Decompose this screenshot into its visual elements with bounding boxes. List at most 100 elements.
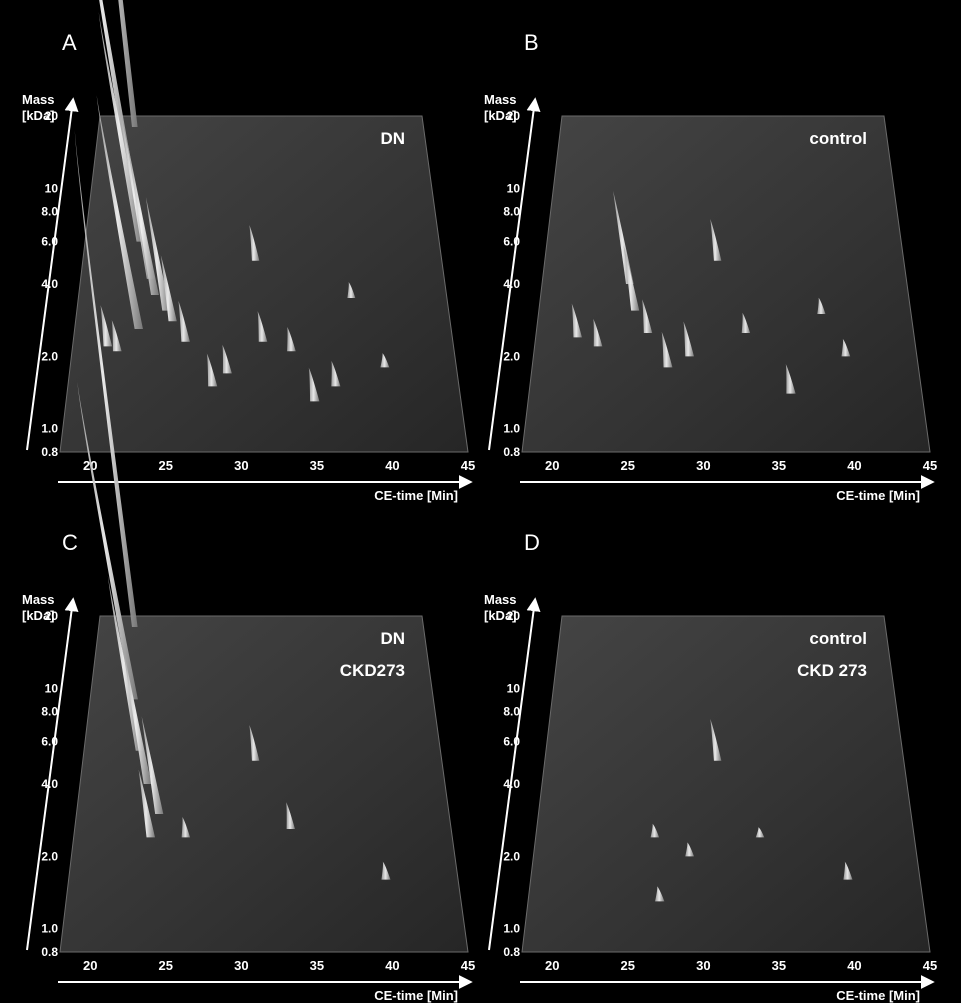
time-tick: 25 <box>621 458 635 473</box>
peak <box>206 353 218 387</box>
mass-tick: 8.0 <box>41 705 58 719</box>
mass-tick: 8.0 <box>41 205 58 219</box>
mass-tick: 6.0 <box>41 735 58 749</box>
panel-letter: D <box>524 530 540 555</box>
time-tick: 20 <box>83 958 97 973</box>
peak <box>111 320 122 352</box>
time-tick: 40 <box>385 958 399 973</box>
panel-d: D Mass [kDa] 0.8 1.0 2.0 4.0 6.0 8.0 10 20 20 25 30 35… <box>484 530 937 1003</box>
peak <box>178 300 190 342</box>
group-label: DN <box>380 129 405 148</box>
peak <box>100 305 113 347</box>
time-tick: 20 <box>545 458 559 473</box>
peak <box>623 245 640 311</box>
panel-b: B Mass [kDa] 0.8 1.0 2.0 4.0 6.0 8.0 10 20 20 25 30 35… <box>484 30 937 503</box>
mass-tick: 10 <box>45 681 59 695</box>
mass-axis-arrow <box>488 97 541 451</box>
mass-tick: 1.0 <box>503 922 520 936</box>
time-tick: 35 <box>772 958 786 973</box>
mass-tick: 6.0 <box>41 235 58 249</box>
mass-axis-title: Mass [kDa] <box>22 592 55 623</box>
peak <box>843 861 853 880</box>
time-tick: 30 <box>234 458 248 473</box>
time-tick: 45 <box>923 958 937 973</box>
peak <box>571 303 582 338</box>
mass-tick: 6.0 <box>503 235 520 249</box>
mass-tick: 1.0 <box>41 922 58 936</box>
mass-tick: 10 <box>507 681 521 695</box>
peak <box>285 802 295 829</box>
mass-tick: 10 <box>45 181 59 195</box>
mass-axis-title: Mass [kDa] <box>22 92 55 123</box>
time-tick: 30 <box>234 958 248 973</box>
time-tick: 45 <box>461 958 475 973</box>
group-label: DN <box>380 629 405 648</box>
peak <box>138 769 156 838</box>
time-tick: 45 <box>923 458 937 473</box>
plot-plane <box>59 115 469 453</box>
mass-axis-arrow <box>488 597 541 951</box>
peak <box>741 312 751 334</box>
mass-tick: 4.0 <box>41 777 58 791</box>
peaks <box>96 0 390 402</box>
time-tick: 20 <box>545 958 559 973</box>
mass-tick: 10 <box>507 181 521 195</box>
panel-letter: C <box>62 530 78 555</box>
panel-c: C Mass [kDa] 0.8 1.0 2.0 4.0 6.0 8.0 10 20 20 25 30 35… <box>22 130 475 1003</box>
group-label: control <box>809 129 867 148</box>
mass-tick: 4.0 <box>503 277 520 291</box>
peak <box>287 327 296 352</box>
mass-tick: 20 <box>45 609 59 623</box>
mass-tick: 1.0 <box>503 422 520 436</box>
peak <box>685 842 694 857</box>
peak <box>650 823 660 838</box>
time-axis-title: CE-time [Min] <box>836 488 920 503</box>
mass-tick: 6.0 <box>503 735 520 749</box>
peak <box>347 282 356 298</box>
mass-axis-title: Mass [kDa] <box>484 592 517 623</box>
peaks <box>74 130 391 880</box>
peak <box>710 719 722 761</box>
peak <box>683 321 694 357</box>
peak <box>661 331 673 368</box>
mass-tick: 4.0 <box>503 777 520 791</box>
group-label: control <box>809 629 867 648</box>
mass-tick: 0.8 <box>41 945 58 959</box>
time-tick: 25 <box>159 958 173 973</box>
time-tick: 25 <box>621 958 635 973</box>
mass-tick: 2.0 <box>503 849 520 863</box>
time-tick: 30 <box>696 458 710 473</box>
time-tick: 25 <box>159 458 173 473</box>
peak <box>655 886 665 902</box>
time-axis-title: CE-time [Min] <box>374 988 458 1003</box>
mass-tick: 2.0 <box>41 849 58 863</box>
peak <box>308 367 320 402</box>
time-tick: 45 <box>461 458 475 473</box>
panel-letter: B <box>524 30 539 55</box>
mass-tick: 1.0 <box>41 422 58 436</box>
mass-tick: 8.0 <box>503 205 520 219</box>
plot-plane <box>521 115 931 453</box>
peak <box>710 219 722 261</box>
peak <box>222 344 232 374</box>
mass-tick: 2.0 <box>41 349 58 363</box>
panel-a: AMass[kDa]0.81.02.04.06.08.0102020253035… <box>22 0 475 503</box>
peaks <box>571 191 851 394</box>
peak <box>593 318 603 347</box>
panel-letter: A <box>62 30 77 55</box>
peak <box>331 360 341 387</box>
mass-tick: 2.0 <box>503 349 520 363</box>
peak <box>755 827 765 838</box>
peak <box>249 725 260 761</box>
group-label: CKD273 <box>340 661 405 680</box>
time-tick: 40 <box>385 458 399 473</box>
peaks <box>650 719 853 902</box>
peak <box>380 353 390 368</box>
peak <box>641 299 653 334</box>
peak <box>817 297 826 315</box>
mass-tick: 0.8 <box>503 945 520 959</box>
peak <box>841 338 851 357</box>
time-tick: 35 <box>310 458 324 473</box>
peak <box>181 817 191 838</box>
